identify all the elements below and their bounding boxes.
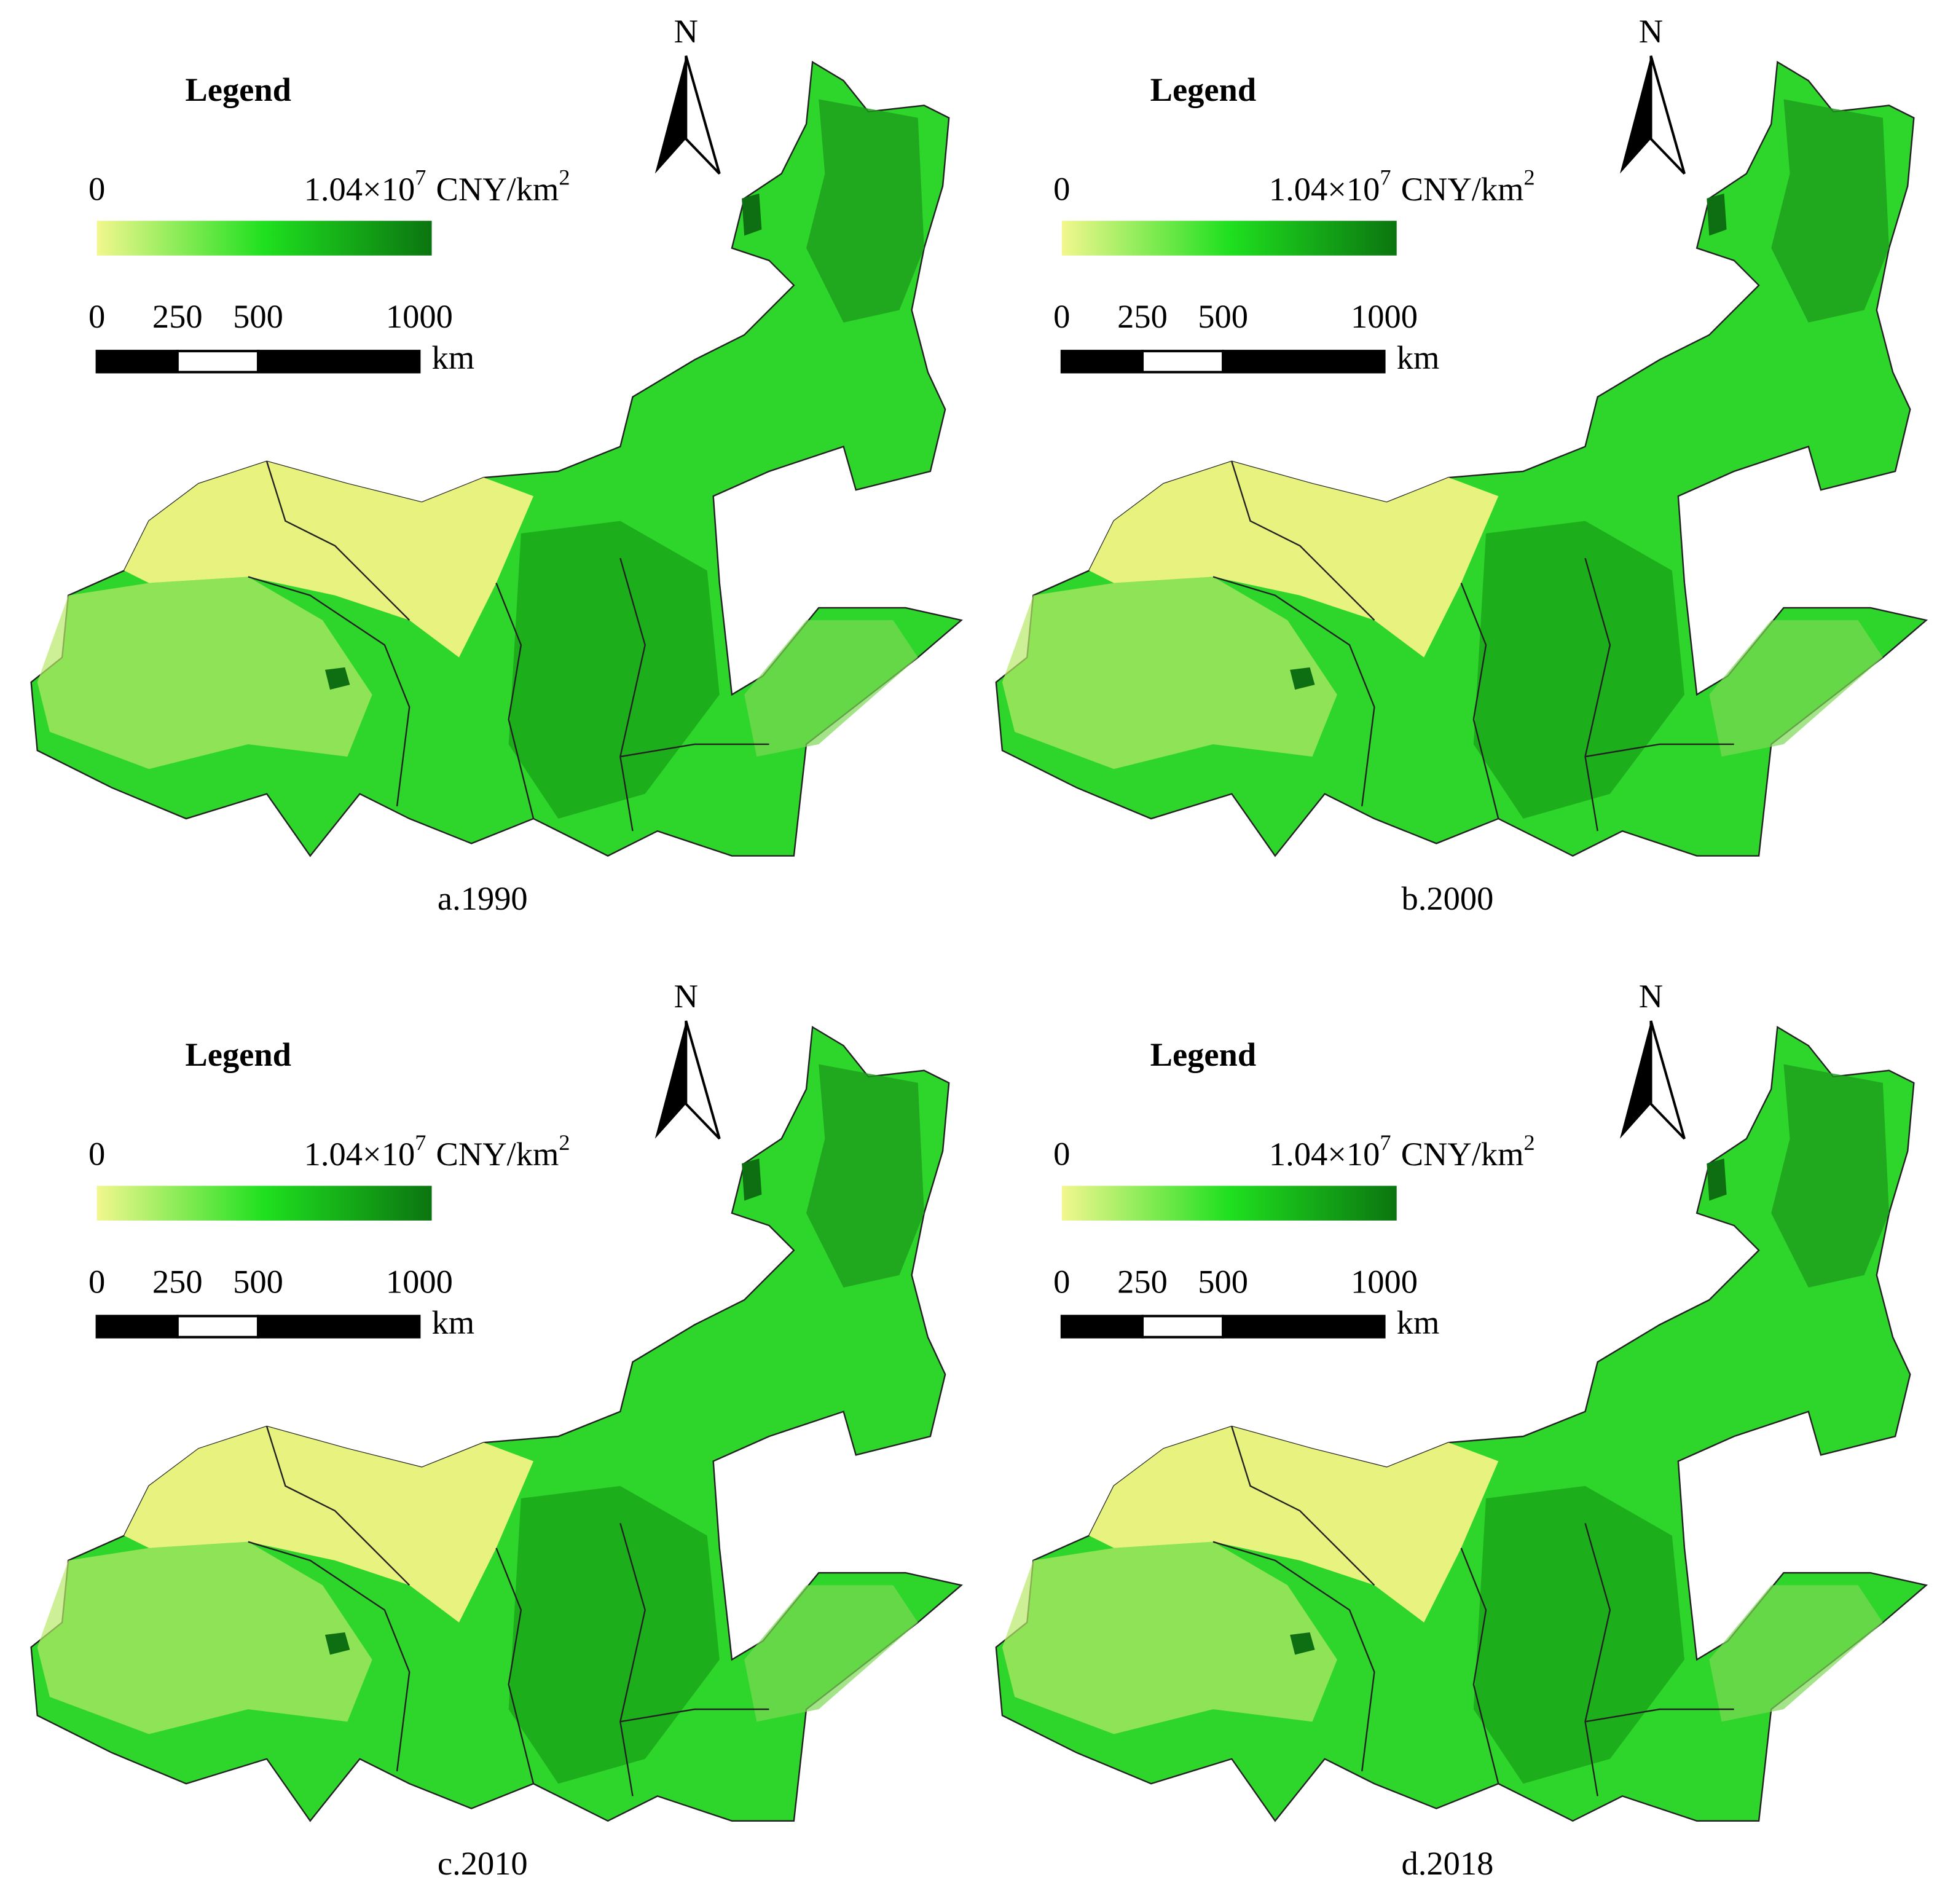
superscript: 2: [559, 1130, 570, 1155]
scale-segment: [1141, 350, 1225, 374]
legend-max-label: 1.04×107 CNY/km2: [1269, 1130, 1535, 1172]
legend-title: Legend: [185, 1036, 291, 1073]
scale-tick-label: 500: [233, 297, 283, 335]
north-arrow-left: [654, 1021, 686, 1139]
scale-tick-label: 1000: [1351, 297, 1418, 335]
color-ramp: [1061, 1186, 1397, 1221]
label-part: CNY/km: [436, 170, 559, 207]
scale-unit: km: [432, 339, 475, 376]
scale-tick-label: 250: [152, 1262, 203, 1300]
scale-segment: [1222, 350, 1386, 374]
superscript: 2: [1524, 165, 1535, 190]
label-part: 1.04×10: [304, 170, 415, 207]
legend-title: Legend: [1150, 71, 1257, 108]
scale-tick-label: 1000: [386, 297, 453, 335]
label-part: CNY/km: [436, 1135, 559, 1173]
panel-caption: a.1990: [438, 879, 528, 917]
scale-segment: [1222, 1315, 1386, 1339]
legend-min-label: 0: [1053, 170, 1070, 207]
legend-title: Legend: [1150, 1036, 1257, 1073]
north-arrow-left: [1620, 55, 1651, 174]
panel-caption: c.2010: [438, 1844, 528, 1882]
scale-segment: [95, 350, 179, 374]
legend-min-label: 0: [88, 1135, 105, 1173]
map-panel: Legend 0 1.04×107 CNY/km2 0 250 500 1000 km Na.19…: [30, 12, 962, 917]
scale-segment: [1060, 350, 1144, 374]
scale-segment: [256, 350, 421, 374]
label-part: CNY/km: [1401, 170, 1524, 207]
scale-segment: [176, 350, 260, 374]
scale-segment: [95, 1315, 179, 1339]
north-label: N: [1639, 12, 1663, 50]
north-label: N: [674, 977, 698, 1015]
north-label: N: [674, 12, 698, 50]
label-part: CNY/km: [1401, 1135, 1524, 1173]
scale-segment: [256, 1315, 421, 1339]
north-arrow-right: [685, 55, 721, 175]
legend-max-label: 1.04×107 CNY/km2: [304, 1130, 570, 1172]
superscript: 7: [1380, 165, 1391, 190]
north-label: N: [1639, 977, 1663, 1015]
color-ramp: [96, 1186, 432, 1221]
scale-tick-label: 250: [152, 297, 203, 335]
scale-segment: [1141, 1315, 1225, 1339]
north-arrow-right: [685, 1020, 721, 1140]
map-panel: Legend 0 1.04×107 CNY/km2 0 250 500 1000 km Nb.20…: [995, 12, 1927, 917]
superscript: 7: [1380, 1130, 1391, 1155]
scale-tick-label: 1000: [386, 1262, 453, 1300]
scale-segment: [176, 1315, 260, 1339]
color-ramp: [1061, 221, 1397, 256]
scale-unit: km: [432, 1304, 475, 1341]
label-part: 1.04×10: [304, 1135, 415, 1173]
scale-unit: km: [1397, 1304, 1440, 1341]
scale-tick-label: 0: [88, 1262, 105, 1300]
scale-unit: km: [1397, 339, 1440, 376]
scale-tick-label: 500: [1198, 297, 1248, 335]
panel-caption: d.2018: [1402, 1844, 1494, 1882]
north-arrow-right: [1649, 1020, 1686, 1140]
scale-tick-label: 500: [1198, 1262, 1248, 1300]
label-part: 1.04×10: [1269, 1135, 1380, 1173]
scale-tick-label: 0: [1053, 297, 1070, 335]
north-arrow-left: [654, 55, 686, 174]
superscript: 7: [415, 1130, 426, 1155]
north-arrow-right: [1649, 55, 1686, 175]
legend-max-label: 1.04×107 CNY/km2: [304, 165, 570, 207]
scale-tick-label: 250: [1117, 297, 1168, 335]
scale-tick-label: 250: [1117, 1262, 1168, 1300]
scale-segment: [1060, 1315, 1144, 1339]
superscript: 2: [1524, 1130, 1535, 1155]
scale-tick-label: 500: [233, 1262, 283, 1300]
map-panel: Legend 0 1.04×107 CNY/km2 0 250 500 1000 km Nd.20…: [995, 977, 1927, 1882]
north-arrow-left: [1620, 1021, 1651, 1139]
legend-title: Legend: [185, 71, 291, 108]
legend-min-label: 0: [88, 170, 105, 207]
label-part: 1.04×10: [1269, 170, 1380, 207]
color-ramp: [96, 221, 432, 256]
legend-min-label: 0: [1053, 1135, 1070, 1173]
superscript: 2: [559, 165, 570, 190]
superscript: 7: [415, 165, 426, 190]
map-panel: Legend 0 1.04×107 CNY/km2 0 250 500 1000 km Nc.20…: [30, 977, 962, 1882]
scale-tick-label: 0: [88, 297, 105, 335]
scale-tick-label: 1000: [1351, 1262, 1418, 1300]
legend-max-label: 1.04×107 CNY/km2: [1269, 165, 1535, 207]
scale-tick-label: 0: [1053, 1262, 1070, 1300]
panel-caption: b.2000: [1402, 879, 1494, 917]
